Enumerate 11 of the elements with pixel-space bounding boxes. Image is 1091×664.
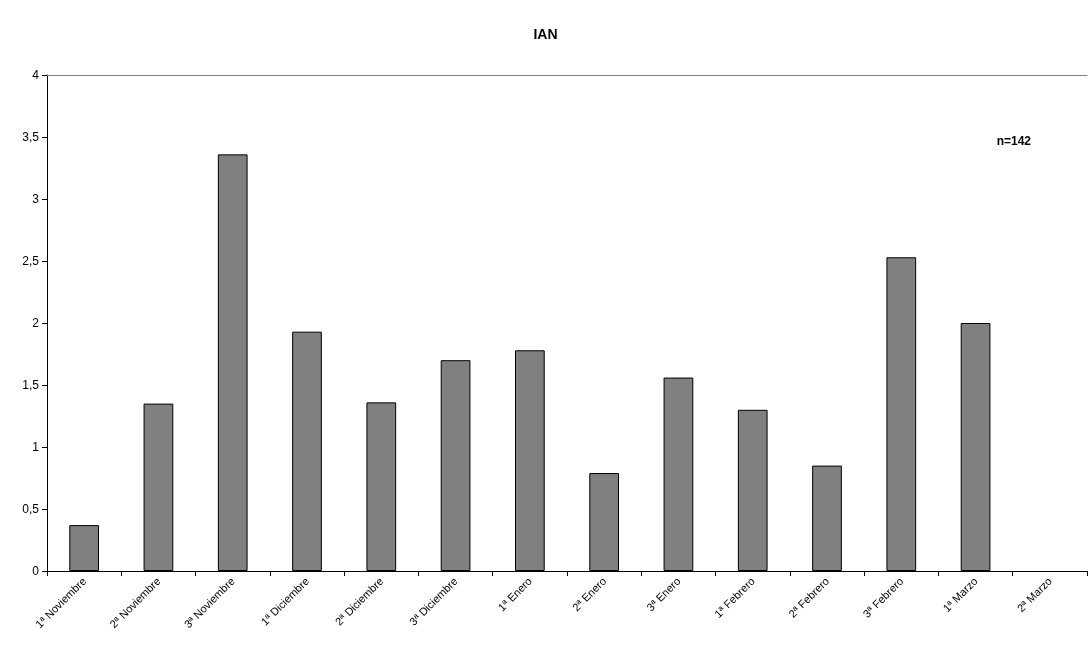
y-tick-label: 1 — [32, 440, 40, 454]
y-tick-label: 4 — [32, 68, 40, 82]
y-tick-label: 0,5 — [22, 502, 40, 516]
chart-title: IAN — [533, 26, 558, 42]
y-tick-label: 0 — [32, 564, 40, 578]
y-tick-label: 2,5 — [22, 254, 40, 268]
y-tick-label: 3 — [32, 192, 40, 206]
y-tick-label: 3,5 — [22, 130, 40, 144]
y-tick-label: 1,5 — [22, 378, 40, 392]
annotation: n=142 — [996, 134, 1032, 148]
y-tick-label: 2 — [32, 316, 40, 330]
